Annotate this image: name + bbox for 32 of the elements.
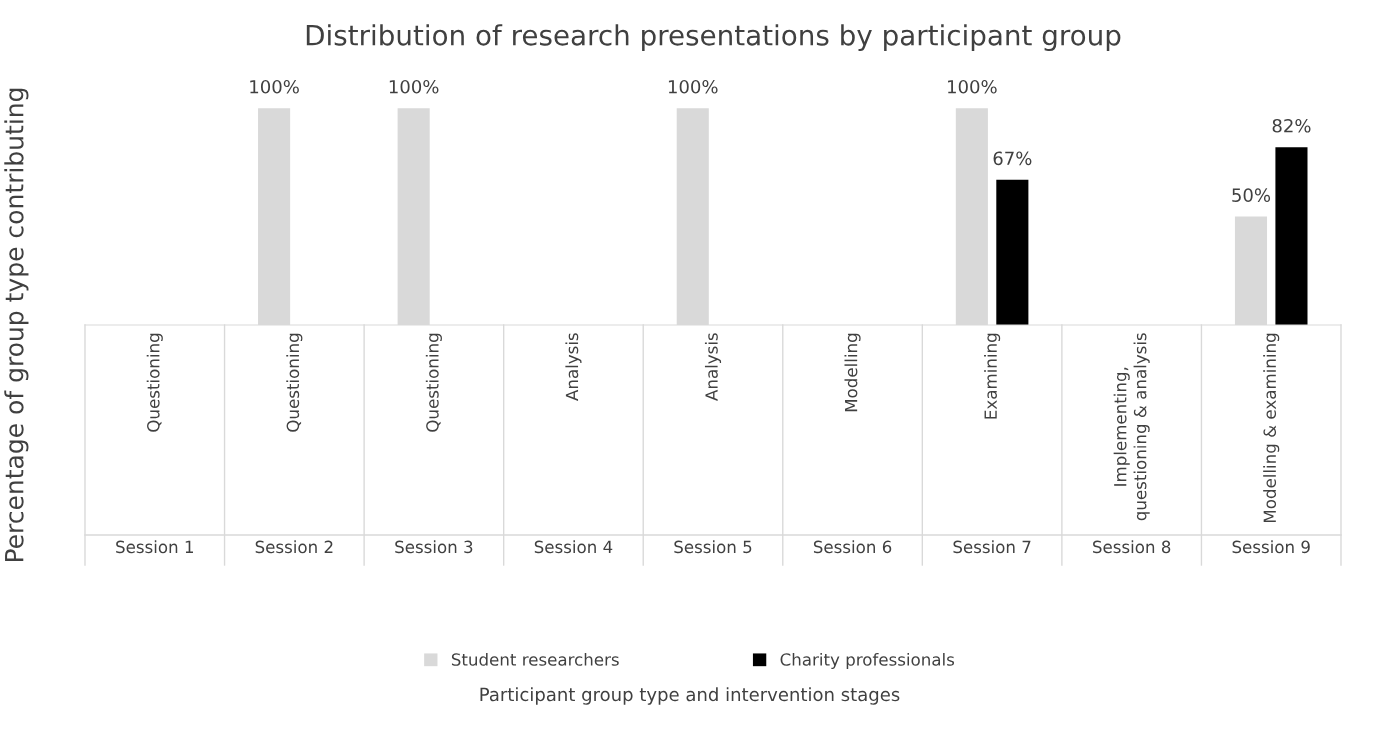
text: Analysis — [565, 333, 582, 401]
x-tick-label: Session 4 — [534, 540, 613, 554]
legend-label: Student researchers — [451, 652, 619, 666]
text: Questioning — [286, 333, 303, 432]
data-label: 100% — [668, 79, 718, 94]
x-tick-label: Session 3 — [395, 540, 473, 554]
x-tick-label: Session 9 — [1232, 540, 1310, 554]
x-tick-label: Session 5 — [674, 540, 752, 554]
bar — [1275, 147, 1308, 325]
x-tick-label: Session 8 — [1093, 540, 1171, 554]
bar — [996, 179, 1029, 325]
text: Analysis — [704, 333, 722, 401]
text: Modelling — [844, 333, 861, 412]
x-tick-label: Session 6 — [813, 540, 892, 554]
text: Implementing, questioning & analysis — [1113, 333, 1150, 521]
data-label: 67% — [993, 151, 1032, 166]
x-tick-label: Session 2 — [255, 540, 333, 554]
text: Questioning — [146, 333, 163, 432]
text: Questioning — [425, 333, 442, 432]
data-label: 50% — [1232, 188, 1271, 202]
x-tick-label: Session 1 — [116, 540, 193, 554]
chart-title: Distribution of research presentations by participant group — [306, 24, 1121, 52]
text: Participant group type and intervention stages — [480, 687, 900, 705]
data-label: 100% — [389, 79, 439, 94]
legend-label: Charity professionals — [780, 652, 955, 670]
x-tick-label: Session 7 — [953, 540, 1031, 554]
data-label: 82% — [1272, 118, 1311, 133]
text: Modelling & examining — [1263, 333, 1280, 522]
text: Examining — [984, 333, 1001, 419]
data-label: 100% — [250, 79, 299, 94]
data-label: 100% — [948, 79, 997, 94]
y-axis-title: Percentage of group type contributing — [4, 88, 29, 562]
